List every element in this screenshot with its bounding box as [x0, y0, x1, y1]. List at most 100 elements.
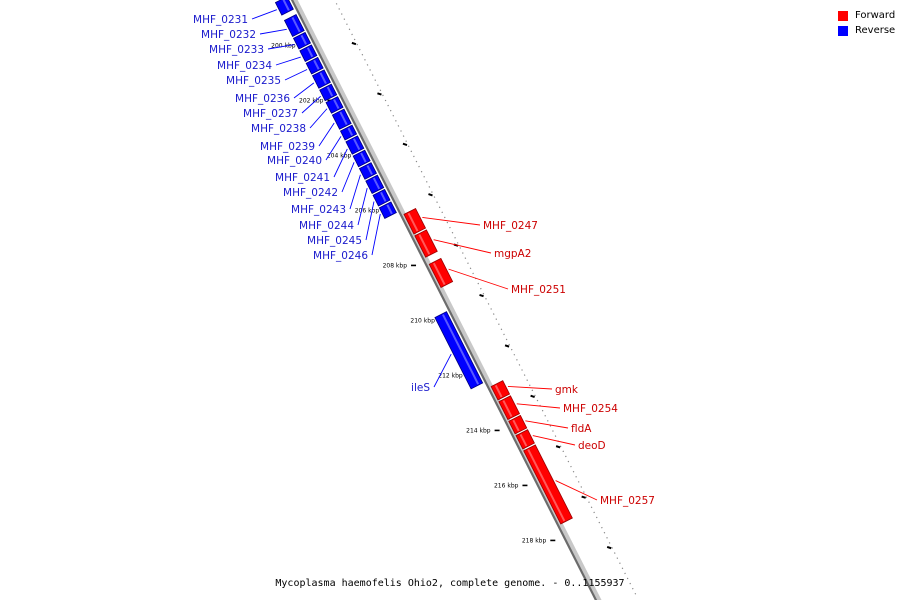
- gene-block-MHF_0232: [283, 14, 305, 38]
- gene-leader-line: [318, 122, 335, 147]
- gene-block-MHF_0234: [299, 44, 318, 62]
- gene-label-MHF_0245: MHF_0245: [307, 235, 362, 247]
- gene-leader-line: [349, 174, 361, 210]
- gene-leader-line: [433, 239, 492, 254]
- gene-block-MHF_0254: [498, 395, 521, 421]
- gene-block-gmk: [490, 380, 511, 401]
- legend-swatch-reverse: [838, 25, 848, 36]
- gene-leader-line: [507, 385, 553, 390]
- scale-tick: [581, 495, 586, 499]
- gene-block-MHF_0239: [331, 108, 352, 130]
- kbp-tick-label: 206 kbp: [355, 207, 380, 214]
- gene-leader-line: [516, 403, 561, 409]
- scale-tick: [479, 293, 484, 298]
- gene-highlight: [372, 177, 381, 190]
- gene-highlight: [326, 86, 334, 97]
- gene-leader-line: [555, 480, 598, 501]
- gene-label-mgpA2: mgpA2: [494, 248, 531, 260]
- gene-label-MHF_0247: MHF_0247: [483, 220, 538, 232]
- gene-highlight: [353, 138, 361, 150]
- gene-leader-line: [422, 216, 481, 226]
- gene-leader-line: [293, 82, 315, 99]
- gene-block-MHF_0233: [292, 31, 312, 50]
- gene-block-MHF_0242: [352, 149, 371, 168]
- gene-block-mgpA2: [414, 229, 438, 258]
- gene-label-MHF_0242: MHF_0242: [283, 187, 338, 199]
- gene-highlight: [502, 400, 513, 418]
- gene-label-MHF_0251: MHF_0251: [511, 284, 566, 296]
- gene-label-MHF_0235: MHF_0235: [226, 75, 281, 87]
- gene-highlight: [386, 204, 393, 215]
- gene-highlight: [313, 59, 320, 70]
- gene-leader-line: [341, 162, 355, 193]
- gene-leader-line: [525, 420, 569, 429]
- legend-label-forward: Forward: [855, 10, 896, 21]
- gene-block-deoD: [515, 429, 535, 450]
- gene-block-MHF_0246: [378, 201, 397, 220]
- gene-leader-line: [371, 213, 381, 256]
- kbp-tick-label: 216 kbp: [494, 482, 519, 489]
- gene-label-MHF_0237: MHF_0237: [243, 108, 298, 120]
- gene-highlight: [306, 47, 314, 58]
- gene-highlight: [366, 165, 373, 175]
- gene-block-fldA: [508, 414, 528, 435]
- gene-block-MHF_0243: [358, 162, 378, 180]
- gene-block-MHF_0241: [345, 135, 365, 155]
- gene-highlight: [519, 433, 528, 447]
- gene-highlight: [282, 0, 290, 11]
- gene-block-MHF_0245: [372, 188, 391, 207]
- gene-highlight: [333, 99, 340, 109]
- scale-tick: [351, 41, 357, 46]
- scale-tick: [377, 92, 382, 96]
- gene-label-MHF_0240: MHF_0240: [267, 155, 322, 167]
- gene-label-deoD: deoD: [578, 440, 606, 452]
- kbp-tick-label: 218 kbp: [522, 537, 547, 544]
- gene-highlight: [300, 34, 307, 45]
- gene-leader-line: [309, 108, 328, 129]
- gene-label-MHF_0244: MHF_0244: [299, 220, 354, 232]
- backbone-line: [290, 0, 598, 600]
- gene-label-MHF_0254: MHF_0254: [563, 403, 618, 415]
- scale-tick: [504, 344, 510, 348]
- gene-leader-line: [448, 268, 509, 290]
- gene-label-MHF_0243: MHF_0243: [291, 204, 346, 216]
- gene-label-MHF_0233: MHF_0233: [209, 44, 264, 56]
- legend-swatch-forward: [838, 10, 848, 21]
- gene-block-MHF_0237: [319, 83, 338, 102]
- gene-leader-line: [267, 44, 295, 50]
- legend-label-reverse: Reverse: [855, 25, 896, 36]
- gene-block-ileS: [434, 311, 484, 390]
- scale-tick: [428, 193, 433, 197]
- gene-highlight: [407, 212, 419, 232]
- gene-leader-line: [325, 136, 342, 161]
- gene-block-MHF_0244: [365, 174, 385, 195]
- gene-block-MHF_0247: [403, 207, 427, 235]
- gene-block-MHF_0231: [274, 0, 294, 16]
- scale-tick: [402, 142, 408, 146]
- gene-label-MHF_0246: MHF_0246: [313, 250, 368, 262]
- gene-leader-line: [259, 28, 287, 35]
- gene-highlight: [380, 191, 387, 202]
- kbp-tick-label: 212 kbp: [438, 372, 463, 379]
- gene-label-MHF_0234: MHF_0234: [217, 60, 272, 72]
- gene-highlight: [432, 262, 446, 286]
- gene-highlight: [291, 17, 301, 33]
- gene-highlight: [360, 152, 367, 163]
- gene-leader-line: [301, 95, 321, 114]
- kbp-tick-label: 202 kbp: [299, 97, 324, 104]
- gene-highlight: [418, 234, 431, 255]
- gene-block-MHF_0238: [325, 96, 344, 114]
- gene-leader-line: [433, 353, 452, 388]
- gene-highlight: [339, 111, 348, 126]
- gene-label-ileS: ileS: [411, 382, 430, 394]
- gene-block-MHF_0240: [339, 124, 358, 141]
- gene-label-MHF_0239: MHF_0239: [260, 141, 315, 153]
- kbp-tick-label: 214 kbp: [466, 427, 491, 434]
- gene-block-MHF_0236: [311, 69, 331, 89]
- kbp-tick-label: 208 kbp: [383, 262, 408, 269]
- scale-tick: [530, 394, 535, 398]
- gene-leader-line: [532, 435, 576, 446]
- gene-leader-line: [365, 201, 375, 241]
- kbp-tick-label: 210 kbp: [410, 317, 435, 324]
